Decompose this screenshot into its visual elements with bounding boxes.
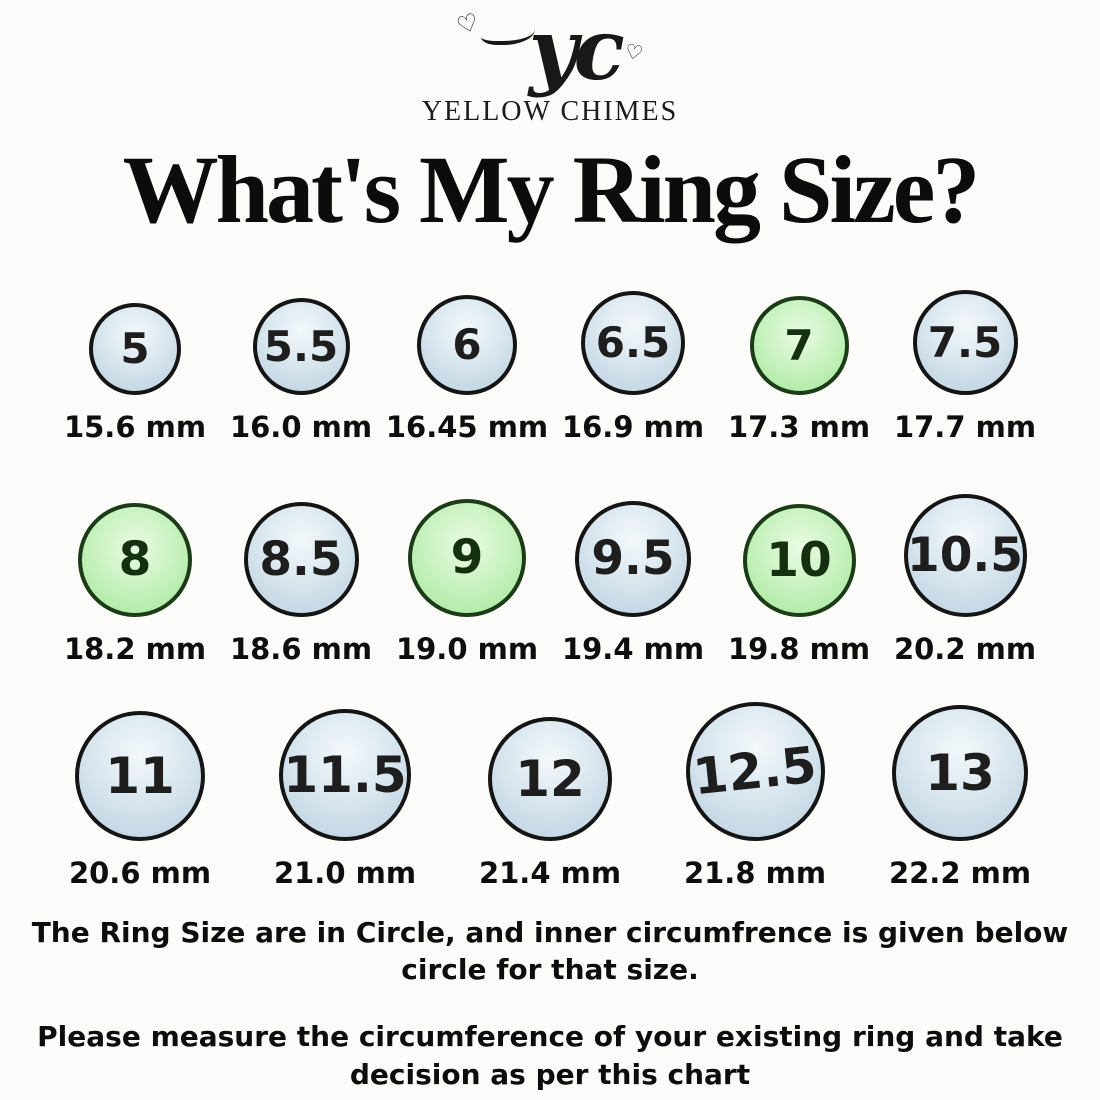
header: ♡ yc ♡ YELLOW CHIMES [0,0,1100,128]
ring-size-item: 9.5 19.4 mm [558,500,708,666]
ring-measurement-label: 16.0 mm [229,409,373,444]
ring-circle: 7.5 [912,289,1018,395]
ring-size-number: 8.5 [259,531,343,587]
ring-size-number: 5.5 [263,321,339,371]
ring-size-chart: 5 15.6 mm 5.5 16.0 mm 6 16.45 mm 6.5 16.… [0,289,1100,890]
ring-size-item: 7.5 17.7 mm [890,289,1040,444]
ring-circle-highlighted: 8 [78,502,192,617]
ring-size-item: 9 19.0 mm [392,498,542,666]
ring-size-number: 12.5 [690,736,820,807]
ring-size-number: 9 [450,530,484,586]
ring-row-3: 11 20.6 mm 11.5 21.0 mm 12 21.4 mm 12.5 … [0,701,1100,890]
ring-size-number: 12 [515,749,585,808]
ring-size-number: 10 [766,532,832,588]
ring-circle-highlighted: 9 [408,498,526,617]
brand-name: YELLOW CHIMES [421,96,679,127]
ring-measurement-label: 17.3 mm [727,409,871,444]
ring-measurement-label: 21.4 mm [478,855,622,890]
ring-size-number: 6.5 [595,318,671,368]
page-title: What's My Ring Size? [122,136,981,243]
heart-icon: ♡ [622,38,646,66]
footer-note-instruction: Please measure the circumference of your… [0,1018,1100,1092]
ring-circle: 6 [417,294,517,395]
ring-measurement-label: 19.4 mm [561,631,705,666]
ring-size-item: 5.5 16.0 mm [226,297,376,444]
heart-icon: ♡ [453,7,483,41]
ring-size-item: 12.5 21.8 mm [670,701,840,890]
ring-size-number: 10.5 [907,527,1023,583]
footer-note-line: circle for that size. [401,953,699,987]
ring-size-item: 6.5 16.9 mm [558,290,708,444]
ring-circle: 10.5 [903,493,1027,617]
ring-measurement-label: 18.2 mm [63,631,207,666]
ring-measurement-label: 16.9 mm [561,409,705,444]
ring-circle: 13 [892,704,1028,841]
ring-circle: 5 [89,302,181,395]
ring-size-number: 8 [118,532,152,588]
ring-measurement-label: 16.45 mm [385,409,549,444]
ring-measurement-label: 20.2 mm [893,631,1037,666]
ring-measurement-label: 21.0 mm [273,855,417,890]
ring-size-number: 5 [120,324,150,374]
ring-size-item: 8 18.2 mm [60,502,210,666]
ring-circle: 11.5 [279,708,411,841]
ring-measurement-label: 19.8 mm [727,631,871,666]
ring-circle: 12.5 [685,701,825,841]
ring-row-2: 8 18.2 mm 8.5 18.6 mm 9 19.0 mm 9.5 19.4… [0,493,1100,666]
ring-measurement-label: 15.6 mm [63,409,207,444]
ring-size-number: 11.5 [283,745,407,804]
ring-circle-highlighted: 10 [742,503,856,617]
ring-measurement-label: 22.2 mm [888,855,1032,890]
ring-circle-highlighted: 7 [749,295,849,395]
ring-measurement-label: 18.6 mm [229,631,373,666]
ring-measurement-label: 17.7 mm [893,409,1037,444]
footer-note-line: The Ring Size are in Circle, and inner c… [31,915,1069,949]
ring-size-number: 6 [452,320,482,370]
ring-size-item: 8.5 18.6 mm [226,501,376,666]
ring-measurement-label: 20.6 mm [68,855,212,890]
brand-monogram: yc [528,0,625,99]
ring-size-item: 11.5 21.0 mm [260,708,430,890]
ring-circle: 12 [488,716,612,841]
ring-size-item: 12 21.4 mm [465,716,635,890]
ring-size-item: 13 22.2 mm [875,704,1045,890]
ring-measurement-label: 19.0 mm [395,631,539,666]
ring-row-1: 5 15.6 mm 5.5 16.0 mm 6 16.45 mm 6.5 16.… [0,289,1100,444]
footer-note-circumference: The Ring Size are in Circle, and inner c… [0,914,1100,988]
footer-note-line: Please measure the circumference of your… [37,1020,1063,1054]
ring-size-item: 10.5 20.2 mm [890,493,1040,666]
ring-size-item: 7 17.3 mm [724,295,874,444]
ring-size-item: 10 19.8 mm [724,503,874,666]
ring-size-number: 7.5 [927,317,1003,367]
ring-size-item: 6 16.45 mm [386,294,548,444]
ring-circle: 11 [75,710,205,841]
footer-note-line: decision as per this chart [349,1057,751,1091]
ring-measurement-label: 21.8 mm [683,855,827,890]
ring-circle: 9.5 [575,500,691,617]
ring-circle: 6.5 [581,290,685,395]
ring-size-item: 11 20.6 mm [55,710,225,890]
ring-size-number: 9.5 [591,531,675,587]
ring-circle: 8.5 [243,501,359,617]
ring-circle: 5.5 [252,297,350,395]
ring-size-number: 13 [925,743,995,802]
brand-logo: ♡ yc ♡ [0,6,1100,94]
ring-size-number: 7 [784,320,814,370]
ring-size-item: 5 15.6 mm [60,302,210,444]
swash-flourish [480,19,535,45]
ring-size-number: 11 [105,746,175,805]
